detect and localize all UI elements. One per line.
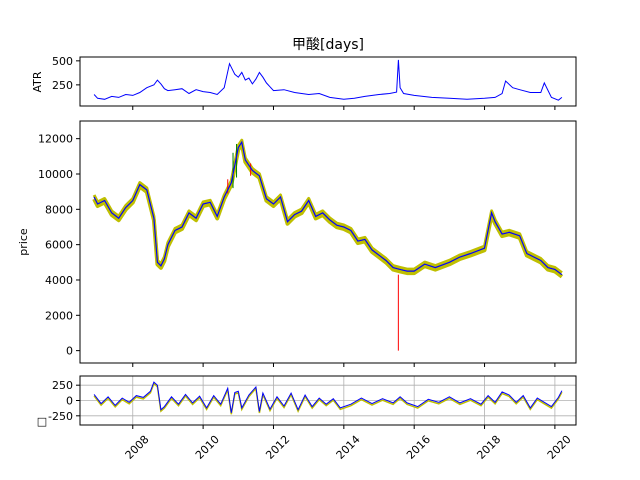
atr-line [93, 59, 563, 101]
x-tick-label: 2014 [334, 433, 363, 462]
chart-title: 甲酸[days] [292, 37, 364, 53]
atr-series [93, 59, 563, 101]
x-tick-label: 2018 [474, 433, 503, 462]
oscillator-ylabel: □ [37, 415, 47, 428]
x-tick-label: 2020 [545, 433, 574, 462]
x-tick-label: 2012 [263, 433, 292, 462]
atr-axes-frame [79, 56, 577, 107]
y-tick-label: 6000 [45, 239, 73, 252]
price-range-band [92, 142, 564, 279]
y-tick-label: 0 [66, 395, 73, 408]
x-ticks: 2008 2010 2012 2014 2016 2018 2020 [123, 433, 574, 462]
price-series [92, 138, 564, 351]
y-tick-label: 8000 [45, 203, 73, 216]
y-tick-label: -250 [48, 410, 73, 423]
x-tick-label: 2008 [123, 433, 152, 462]
oscillator-signal-line [93, 382, 563, 415]
y-tick-label: 500 [52, 55, 73, 68]
oscillator-y-ticks: -250 0 250 [48, 379, 556, 429]
oscillator-line [93, 381, 563, 413]
y-tick-label: 2000 [45, 309, 73, 322]
price-range-band-upper [92, 138, 563, 274]
atr-ylabel: ATR [31, 71, 44, 92]
y-tick-label: 250 [52, 79, 73, 92]
atr-panel: 250 500 ATR [31, 55, 577, 110]
oscillator-panel: -250 0 250 2008 2010 2012 2014 2016 2018 2020 □ [37, 375, 577, 462]
x-tick-label: 2016 [404, 433, 433, 462]
y-tick-label: 12000 [38, 133, 73, 146]
price-axes-frame [79, 120, 577, 364]
price-close-line [93, 140, 563, 276]
y-tick-label: 4000 [45, 274, 73, 287]
atr-y-ticks: 250 500 [52, 55, 556, 110]
x-tick-label: 2010 [193, 433, 222, 462]
price-ylabel: price [17, 228, 30, 256]
y-tick-label: 250 [52, 379, 73, 392]
oscillator-series [93, 381, 563, 415]
price-panel: 0 2000 4000 6000 8000 10000 12000 price [17, 120, 577, 367]
y-tick-label: 10000 [38, 168, 73, 181]
price-y-ticks: 0 2000 4000 6000 8000 10000 12000 [38, 133, 556, 367]
y-tick-label: 0 [66, 345, 73, 358]
